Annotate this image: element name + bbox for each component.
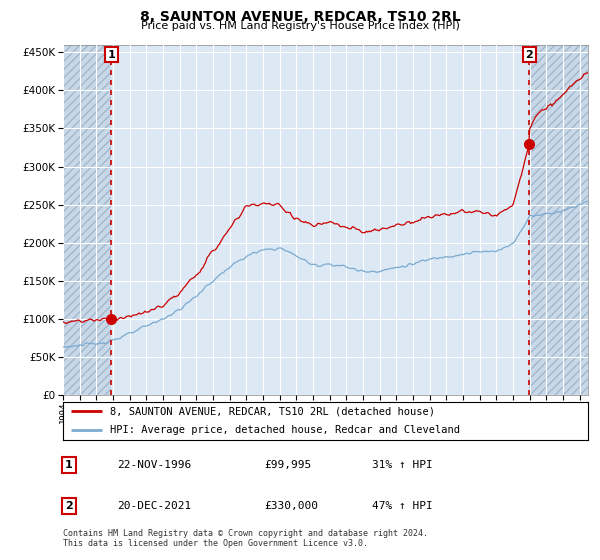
Text: £330,000: £330,000 <box>264 501 318 511</box>
Text: 31% ↑ HPI: 31% ↑ HPI <box>372 460 433 470</box>
Text: 8, SAUNTON AVENUE, REDCAR, TS10 2RL (detached house): 8, SAUNTON AVENUE, REDCAR, TS10 2RL (det… <box>110 406 435 416</box>
Polygon shape <box>529 45 588 395</box>
Text: 1: 1 <box>107 50 115 60</box>
Text: 47% ↑ HPI: 47% ↑ HPI <box>372 501 433 511</box>
Text: HPI: Average price, detached house, Redcar and Cleveland: HPI: Average price, detached house, Redc… <box>110 425 460 435</box>
Text: 2: 2 <box>525 50 533 60</box>
Text: £99,995: £99,995 <box>264 460 311 470</box>
Text: 20-DEC-2021: 20-DEC-2021 <box>117 501 191 511</box>
Polygon shape <box>63 45 112 395</box>
Text: 1: 1 <box>65 460 73 470</box>
Text: 22-NOV-1996: 22-NOV-1996 <box>117 460 191 470</box>
Text: 8, SAUNTON AVENUE, REDCAR, TS10 2RL: 8, SAUNTON AVENUE, REDCAR, TS10 2RL <box>140 10 460 24</box>
Text: Price paid vs. HM Land Registry's House Price Index (HPI): Price paid vs. HM Land Registry's House … <box>140 21 460 31</box>
Text: 2: 2 <box>65 501 73 511</box>
Text: Contains HM Land Registry data © Crown copyright and database right 2024.
This d: Contains HM Land Registry data © Crown c… <box>63 529 428 548</box>
